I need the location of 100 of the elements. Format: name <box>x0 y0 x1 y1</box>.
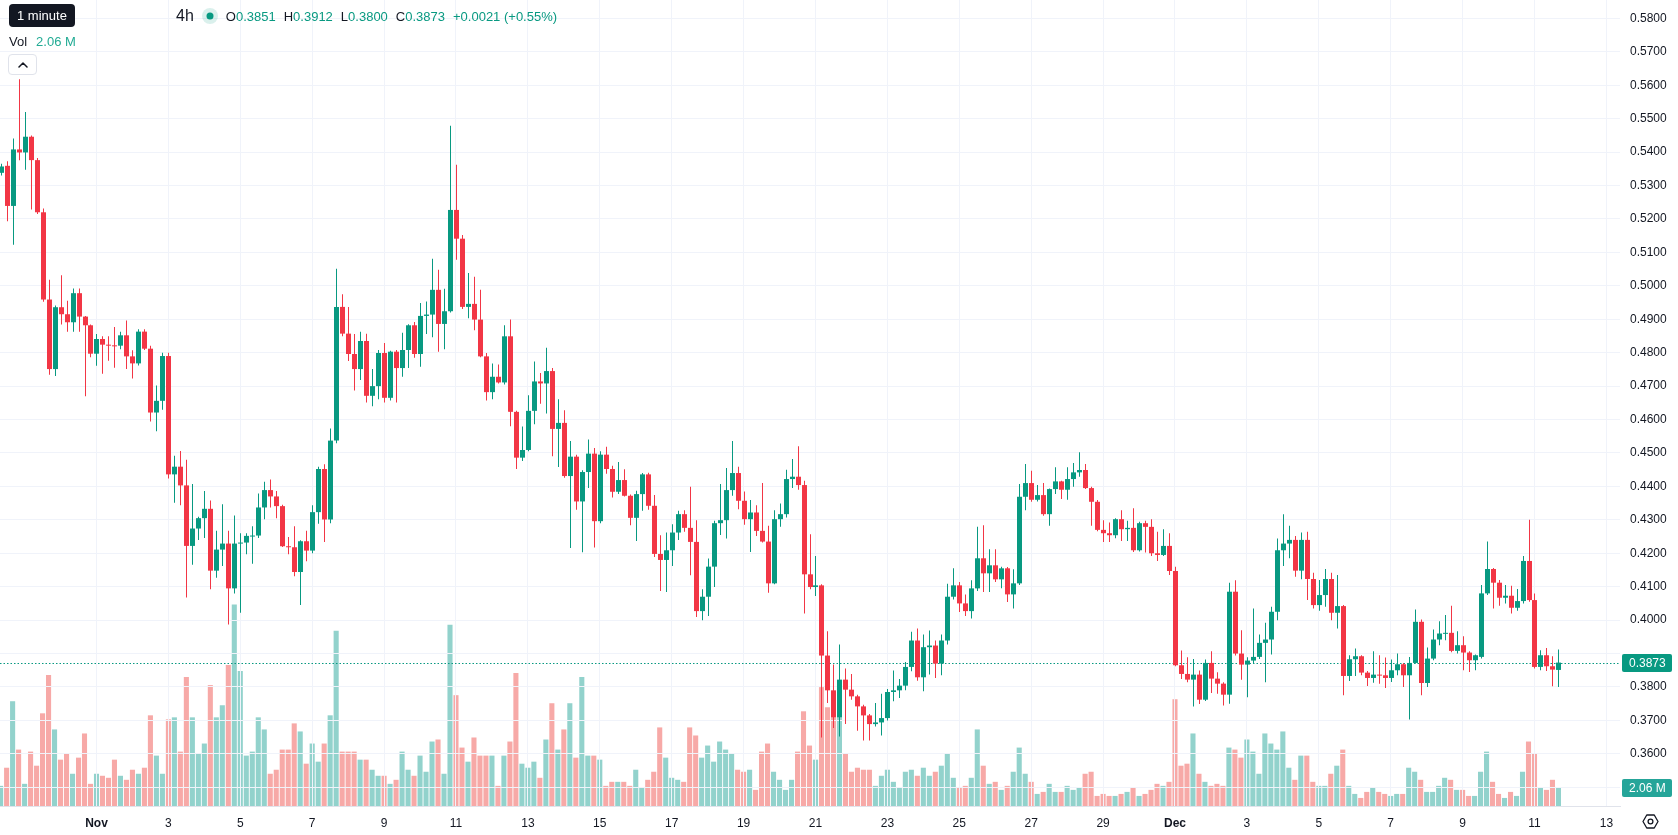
y-tick-label: 0.5100 <box>1630 244 1668 259</box>
bar <box>321 743 327 806</box>
bar <box>225 664 231 806</box>
y-tick-label: 0.4500 <box>1630 445 1668 460</box>
y-tick-label: 0.5700 <box>1630 44 1668 59</box>
text: 2.06 M <box>1629 780 1666 795</box>
bar <box>980 765 986 806</box>
x-tick-label: Dec <box>1163 815 1187 830</box>
bar <box>747 769 753 806</box>
bar <box>998 789 1004 806</box>
bar <box>1160 785 1166 806</box>
y-tick-label: 0.4100 <box>1630 579 1668 594</box>
y-tick-label: 0.5500 <box>1630 110 1668 125</box>
bar <box>537 777 543 806</box>
bar <box>135 773 141 806</box>
bar <box>171 717 177 806</box>
candlestick <box>466 273 471 319</box>
bar <box>16 749 22 806</box>
candlestick <box>286 536 291 555</box>
bar <box>986 783 992 806</box>
bar <box>1448 779 1454 806</box>
candlestick <box>891 670 896 702</box>
x-tick-label: 11 <box>1528 815 1542 830</box>
bar <box>1418 779 1424 806</box>
bar <box>465 761 471 806</box>
bar <box>489 755 495 806</box>
candlestick <box>1155 531 1160 561</box>
bar <box>297 731 303 806</box>
bar <box>303 763 309 806</box>
x-tick-label: 13 <box>1599 815 1614 830</box>
bar <box>1136 795 1142 806</box>
candlestick <box>538 373 543 404</box>
bar <box>1298 755 1304 806</box>
bar <box>567 703 573 806</box>
bar <box>914 775 920 806</box>
candlestick <box>83 315 88 397</box>
x-tick-label: 3 <box>165 815 173 830</box>
bar <box>69 773 76 806</box>
ref-line-label: 0.3873 <box>1629 655 1667 670</box>
y-tick-label: 0.5200 <box>1630 211 1668 226</box>
bar <box>495 785 501 806</box>
bar <box>1370 787 1376 806</box>
bar <box>207 685 213 806</box>
bar <box>52 729 58 806</box>
x-tick-label: 19 <box>736 815 751 830</box>
candlestick <box>813 555 818 597</box>
bar <box>591 755 597 806</box>
bar <box>549 703 555 806</box>
candlestick <box>220 504 225 566</box>
y-tick-label: 0.4800 <box>1630 345 1668 359</box>
bar <box>1334 765 1340 806</box>
bar <box>561 729 567 806</box>
x-tick-label: 11 <box>449 815 463 830</box>
bar <box>1340 749 1346 806</box>
bar <box>573 757 579 806</box>
bar <box>1040 791 1046 806</box>
bar <box>615 781 621 806</box>
y-tick-label: 0.4000 <box>1630 612 1668 627</box>
x-tick-label: 15 <box>593 815 607 830</box>
bar <box>1292 779 1298 806</box>
bar <box>1118 793 1124 806</box>
bar <box>357 759 363 806</box>
x-tick-label: 9 <box>1459 815 1467 830</box>
y-tick-label: 0.3700 <box>1630 712 1668 727</box>
bar <box>1130 787 1136 806</box>
x-tick-label: 29 <box>1096 815 1111 830</box>
bar <box>22 783 28 806</box>
y-tick-label: 0.5400 <box>1630 144 1668 159</box>
bar <box>1004 785 1010 806</box>
bar <box>1400 793 1406 806</box>
bar <box>435 739 441 806</box>
bar <box>1507 791 1514 806</box>
y-tick-label: 0.5800 <box>1630 10 1668 25</box>
x-tick-label: 27 <box>1024 815 1039 830</box>
bar <box>543 739 549 806</box>
y-tick-label: 0.5300 <box>1630 177 1668 192</box>
annotation: +0.0021 (+0.55%) <box>453 8 558 24</box>
annotation: H0.3912 <box>283 8 333 24</box>
candlestick <box>238 533 243 613</box>
x-tick-label: 3 <box>1243 815 1251 830</box>
bar <box>411 775 417 806</box>
y-tick-label: 0.4900 <box>1630 311 1668 326</box>
annotation: 2.06 M <box>36 33 76 49</box>
candlestick <box>873 703 878 727</box>
chart-title: 4h <box>176 7 194 25</box>
chart-title: Vol <box>9 33 28 49</box>
bar <box>1034 793 1040 806</box>
bar <box>393 779 399 806</box>
bar <box>363 759 369 806</box>
x-tick-label: 5 <box>1315 815 1323 830</box>
y-tick-label: 0.4600 <box>1630 411 1668 426</box>
y-tick-label: 0.4300 <box>1630 512 1668 527</box>
x-tick-label: 25 <box>952 815 967 830</box>
bar <box>1454 789 1460 806</box>
bar <box>1196 773 1202 806</box>
candlestick <box>17 79 22 161</box>
bar <box>1058 791 1064 806</box>
y-tick-label: 0.5600 <box>1630 77 1668 92</box>
bar <box>1537 787 1544 806</box>
bar <box>387 783 393 806</box>
